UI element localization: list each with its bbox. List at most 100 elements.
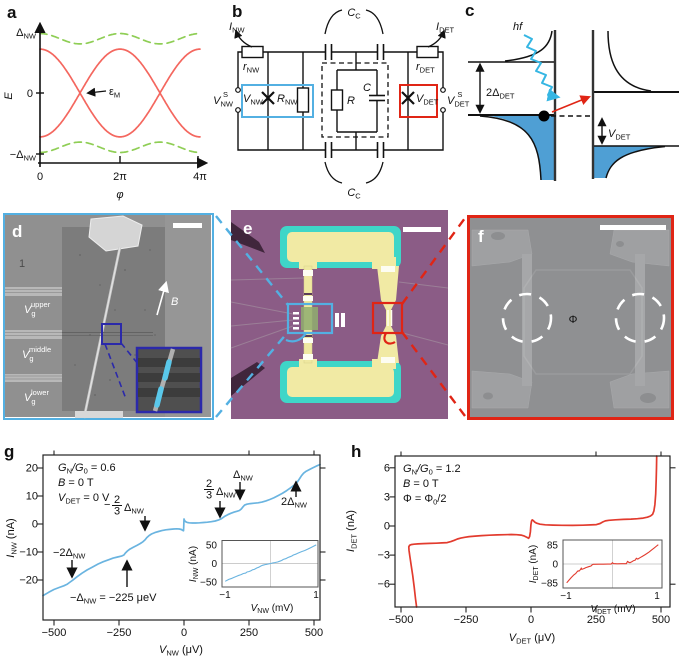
svg-text:−10: −10 (19, 547, 38, 559)
v-det-label: VDET (416, 93, 439, 107)
y-axis-label: INW (nA) (5, 518, 19, 557)
photon-wavy-arrow (523, 34, 561, 102)
svg-text:GN/G0 = 0.6: GN/G0 = 0.6 (58, 462, 116, 476)
svg-text:ΔNW: ΔNW (124, 502, 145, 516)
axis-ticks (389, 451, 676, 613)
svg-text:0: 0 (32, 519, 38, 531)
svg-text:250: 250 (240, 627, 258, 639)
cc-top-label: CC (347, 7, 361, 21)
svg-text:Φ = Φ0/2: Φ = Φ0/2 (403, 493, 446, 507)
inset-y-label: IDET (nA) (528, 545, 540, 583)
x-tick-labels: −500 −250 0 250 500 (389, 614, 671, 626)
svg-text:ΔNW: ΔNW (216, 486, 237, 500)
i-det-arrow (427, 29, 446, 48)
epsilon-m-label: εM (109, 86, 120, 100)
top-pad (280, 226, 401, 269)
panel-a-energy-phase-plot: a ΔNW 0 −ΔNW 0 2π 4π φ E εM (3, 3, 209, 201)
panel-label-e: e (243, 219, 252, 238)
svg-text:10: 10 (26, 491, 38, 503)
nw-junction-highlight-box (241, 84, 314, 118)
gate-upper (5, 287, 62, 296)
contact-pad-hexagon (88, 215, 143, 252)
svg-text:0: 0 (528, 614, 534, 626)
svg-text:−250: −250 (454, 614, 479, 626)
resistor-r-det (416, 45, 439, 59)
svg-text:−2ΔNW: −2ΔNW (53, 547, 86, 561)
svg-text:−500: −500 (389, 614, 414, 626)
panel-label-b: b (232, 2, 242, 21)
y-tick-labels: 6 3 0 −3 −6 (377, 462, 390, 590)
annotation-neg-delta-value: −ΔNW = −225 μeV (70, 559, 157, 606)
right-filled-states (593, 146, 665, 178)
v-det-source-label: VDETS (447, 90, 470, 109)
i-nw-label: INW (229, 21, 245, 35)
svg-text:VDET = 0 V: VDET = 0 V (58, 492, 110, 506)
scale-bar (403, 227, 441, 232)
xtick-0: 0 (37, 171, 43, 183)
panel-label-a: a (7, 3, 17, 22)
left-loop-arm (522, 254, 532, 386)
inset-x-label: VDET (mV) (590, 604, 635, 616)
panel-c-density-of-states-diagram: c hf 2ΔDET VDET (465, 1, 679, 181)
annotation-two-thirds-delta: 2 3 ΔNW (204, 478, 237, 519)
field-label: B (171, 296, 178, 308)
annotation-neg-two-thirds-delta: − 2 3 ΔNW (104, 494, 151, 532)
panel-b-circuit-diagram: b (213, 2, 470, 201)
svg-text:−1: −1 (560, 591, 572, 602)
panel-g-nanowire-iv-plot: g 20 10 0 −10 −20 −500 −250 0 250 (4, 442, 326, 658)
quasiparticle-dot (538, 110, 550, 122)
svg-text:2ΔNW: 2ΔNW (281, 496, 308, 510)
sem-blotches (483, 232, 656, 403)
cc-bottom-label: CC (347, 187, 361, 201)
resistor-r-nw (241, 45, 264, 59)
svg-text:−1: −1 (219, 590, 231, 601)
detector-strip (377, 266, 399, 363)
junction-zoom-box (101, 323, 122, 345)
svg-text:GN/G0 = 1.2: GN/G0 = 1.2 (403, 463, 461, 477)
inset-connector-1 (120, 342, 139, 365)
xtick-2pi: 2π (113, 171, 127, 183)
magnetic-field-arrow (156, 280, 169, 316)
svg-text:2: 2 (206, 478, 212, 490)
svg-text:2: 2 (114, 494, 120, 506)
det-junction-highlight-box (399, 84, 438, 118)
svg-text:−500: −500 (42, 627, 67, 639)
gate-middle (5, 330, 153, 339)
capacitor-c (369, 94, 385, 102)
gate-lower-label: Vglower (24, 388, 49, 406)
inset-superconductor-segment-1 (162, 359, 172, 381)
gate-middle-label: Vgmiddle (22, 345, 51, 363)
r-nw-label: rNW (243, 61, 260, 75)
svg-text:500: 500 (652, 614, 670, 626)
c-label: C (363, 82, 371, 94)
svg-text:0: 0 (384, 521, 390, 533)
svg-text:1: 1 (654, 591, 660, 602)
annotation-delta: ΔNW (233, 469, 254, 501)
annotation-two-delta: 2ΔNW (281, 480, 308, 510)
svg-text:−: − (104, 499, 110, 511)
flux-label: Φ (569, 314, 578, 326)
scale-bar (600, 225, 666, 230)
source-terminals (235, 87, 446, 113)
bottom-pad (280, 359, 401, 403)
x-axis-label: VNW (μV) (159, 644, 203, 658)
det-zoom-box (371, 301, 404, 335)
axes (34, 21, 209, 169)
coupling-capacitors (324, 44, 385, 158)
svg-text:−85: −85 (541, 579, 558, 590)
svg-text:B = 0 T: B = 0 T (58, 477, 94, 489)
panel-label-f: f (478, 227, 484, 246)
svg-text:1: 1 (313, 590, 319, 601)
panel-label-g: g (4, 442, 14, 461)
ytick-delta: ΔNW (16, 27, 37, 41)
x-tick-labels: −500 −250 0 250 500 (42, 627, 324, 639)
panel-label-d: d (12, 222, 22, 241)
resistor-r-nw-shunt (296, 87, 310, 113)
svg-text:20: 20 (26, 463, 38, 475)
svg-text:0: 0 (181, 627, 187, 639)
panel-f-sem-squid-image: Φ f (467, 215, 674, 420)
bottom-contact (75, 411, 123, 418)
annotation-neg-two-delta: −2ΔNW (53, 547, 86, 579)
y-tick-labels: 20 10 0 −10 −20 (19, 463, 38, 587)
